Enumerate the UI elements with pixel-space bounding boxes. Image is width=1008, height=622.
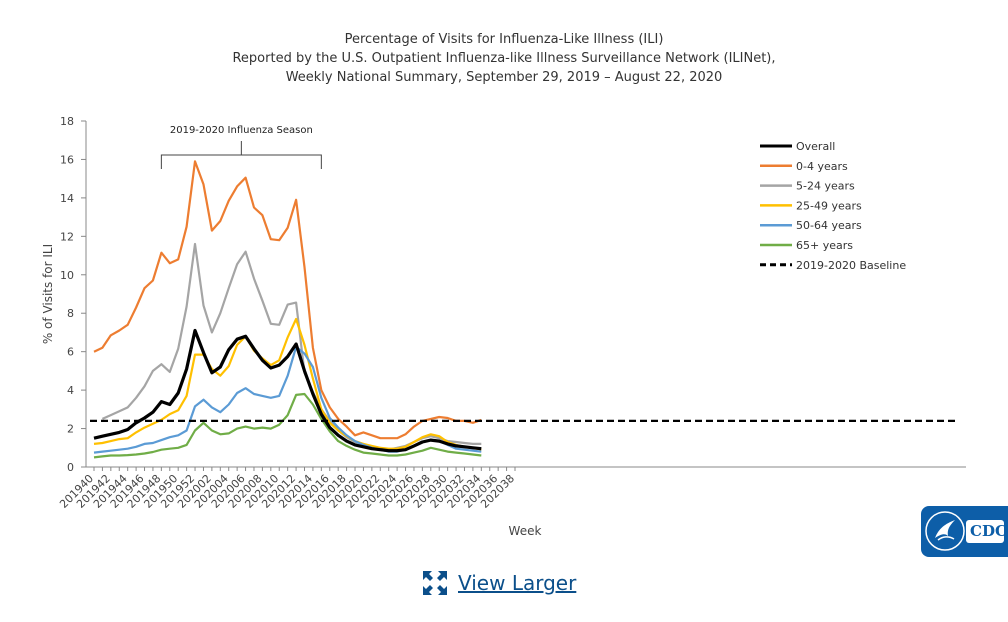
chart-title-line: Percentage of Visits for Influenza-Like … <box>345 32 664 47</box>
y-tick-label: 8 <box>67 307 74 320</box>
chart-title-line: Weekly National Summary, September 29, 2… <box>286 70 723 85</box>
season-bracket <box>160 154 322 169</box>
view-larger-link[interactable]: View Larger <box>422 570 576 596</box>
series-line <box>93 317 482 451</box>
series-line <box>93 328 482 453</box>
chart-title-line: Reported by the U.S. Outpatient Influenz… <box>232 51 775 66</box>
view-larger-label[interactable]: View Larger <box>458 571 577 595</box>
cdc-logo-text: CDC <box>970 522 1007 540</box>
hhs-eagle-icon <box>925 511 1004 551</box>
y-tick-label: 4 <box>67 384 74 397</box>
season-annotation: 2019-2020 Influenza Season <box>170 125 313 136</box>
y-tick-label: 10 <box>60 269 74 282</box>
legend-label: 65+ years <box>796 239 853 252</box>
y-tick-label: 12 <box>60 230 74 243</box>
y-tick-label: 14 <box>60 192 74 205</box>
y-tick-label: 0 <box>67 461 74 474</box>
legend-label: 5-24 years <box>796 180 855 193</box>
y-tick-label: 6 <box>67 346 74 359</box>
legend-label: 50-64 years <box>796 219 862 232</box>
y-tick-label: 18 <box>60 115 74 128</box>
y-tick-label: 2 <box>67 423 74 436</box>
series-line <box>101 242 482 451</box>
legend-label: Overall <box>796 140 835 153</box>
legend-label: 2019-2020 Baseline <box>796 259 906 272</box>
legend-label: 0-4 years <box>796 160 848 173</box>
y-tick-label: 16 <box>60 153 74 166</box>
series-line <box>93 160 482 440</box>
legend-label: 25-49 years <box>796 199 862 212</box>
x-axis-title: Week <box>509 524 542 538</box>
cdc-logo[interactable]: CDC <box>921 506 1008 557</box>
y-axis-title: % of Visits for ILI <box>41 244 55 344</box>
series-line <box>93 392 482 459</box>
expand-icon <box>423 571 447 595</box>
